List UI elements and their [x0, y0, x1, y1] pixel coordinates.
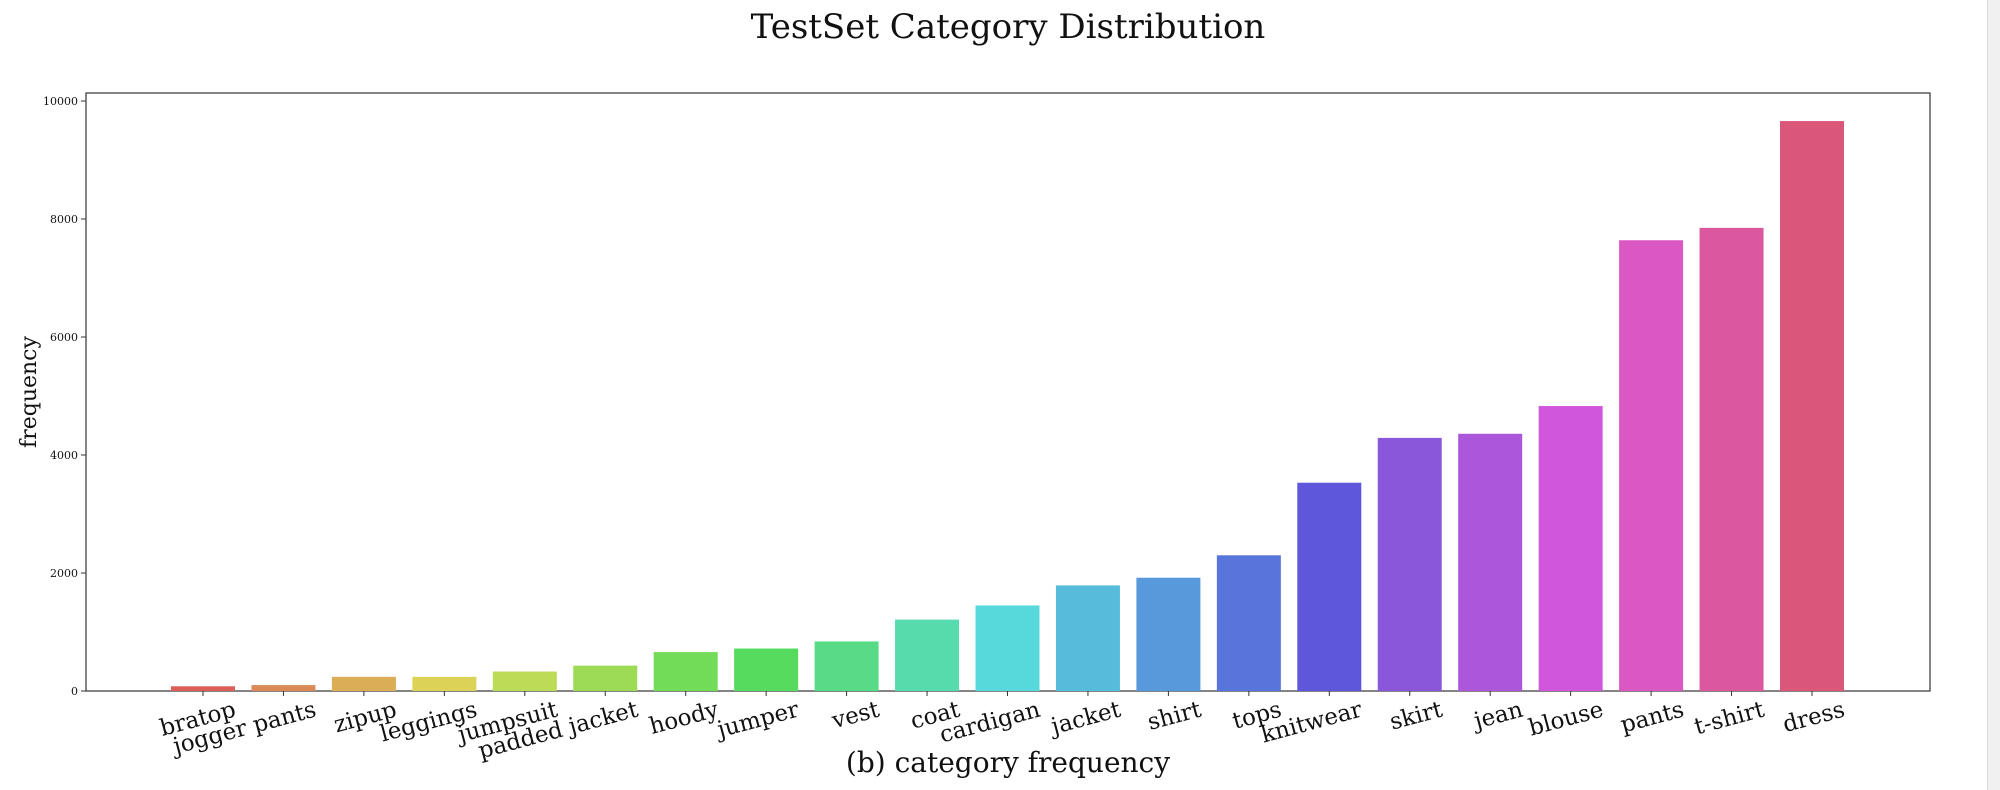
bar-tops	[1216, 555, 1281, 691]
bar-leggings	[412, 676, 477, 691]
bar-t-shirt	[1699, 227, 1764, 691]
y-tick-label: 0	[71, 685, 78, 698]
x-tick-label: hoody	[647, 697, 722, 740]
x-tick-label: shirt	[1145, 696, 1205, 735]
bar-jean	[1458, 433, 1523, 691]
x-tick-label: blouse	[1526, 697, 1606, 742]
bar-hoody	[653, 652, 718, 691]
bar-pants	[1619, 240, 1684, 692]
bar-jacket	[1055, 585, 1120, 691]
bar-knitwear	[1297, 482, 1362, 691]
chart-title: TestSet Category Distribution	[751, 7, 1266, 47]
bar-bratop	[171, 686, 235, 691]
bar-padded-jacket	[573, 665, 638, 691]
bar-vest	[814, 641, 879, 691]
bar-jumpsuit	[492, 671, 557, 691]
x-tick-label: skirt	[1387, 696, 1446, 735]
x-tick-label: pants	[1618, 697, 1687, 739]
bar-jogger-pants	[251, 685, 316, 691]
x-tick-label: jumper	[712, 697, 802, 744]
bar-jumper	[734, 648, 799, 691]
bar-cardigan	[975, 605, 1040, 691]
y-tick-label: 6000	[50, 331, 78, 344]
y-tick-label: 8000	[50, 213, 78, 226]
x-axis-label: (b) category frequency	[846, 746, 1170, 779]
scrollbar[interactable]	[1987, 0, 2000, 790]
x-tick-label: dress	[1780, 697, 1848, 738]
x-tick-label: t-shirt	[1692, 696, 1768, 740]
y-tick-label: 2000	[50, 567, 78, 580]
y-axis-label: frequency	[17, 335, 42, 447]
x-tick-label: jogger pants	[168, 697, 319, 761]
bar-shirt	[1136, 577, 1201, 691]
x-tick-label: jean	[1469, 697, 1526, 736]
x-tick-label: vest	[828, 696, 882, 734]
bar-blouse	[1538, 406, 1603, 691]
x-tick-label: jacket	[1046, 696, 1124, 740]
bar-dress	[1780, 121, 1844, 691]
y-tick-label: 4000	[50, 449, 78, 462]
y-axis: 0 2000 4000 6000 8000 10000	[43, 95, 86, 698]
bar-skirt	[1377, 437, 1442, 691]
y-tick-label: 10000	[43, 95, 78, 108]
bars-group	[171, 121, 1844, 692]
bar-coat	[895, 619, 960, 691]
bar-zipup	[331, 676, 396, 691]
